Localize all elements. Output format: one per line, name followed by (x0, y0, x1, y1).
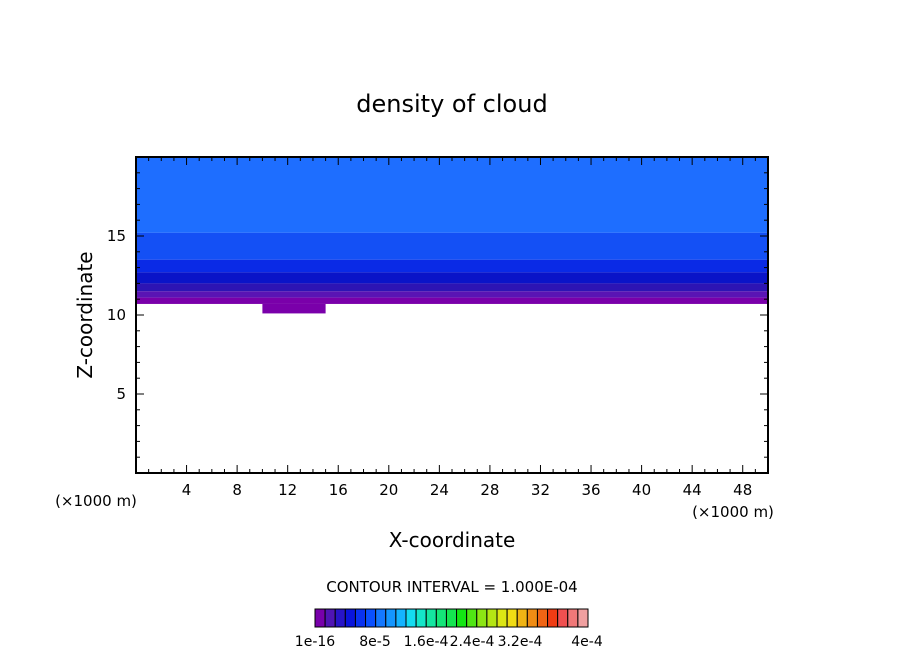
colorbar-swatch (496, 608, 508, 628)
contour-band-1 (136, 157, 768, 233)
x-tick-label: 32 (531, 481, 550, 499)
x-tick-label: 20 (379, 481, 398, 499)
x-tick-label: 28 (480, 481, 499, 499)
x-unit-label-left: (×1000 m) (55, 492, 137, 510)
x-axis-ticks: 4 8 12 16 20 24 28 32 36 40 44 48 (148, 157, 756, 499)
colorbar-swatch (516, 608, 528, 628)
cloud-base-patch (262, 303, 326, 314)
contour-band-7 (136, 297, 768, 304)
x-tick-label: 4 (182, 481, 192, 499)
colorbar-swatch (526, 608, 538, 628)
colorbar-swatch (466, 608, 478, 628)
colorbar-swatch (506, 608, 518, 628)
colorbar-tick-label: 4e-4 (571, 634, 603, 650)
colorbar-tick-label: 1.6e-4 (404, 634, 449, 650)
contour-band-4 (136, 272, 768, 284)
y-tick-label: 5 (116, 385, 126, 403)
colorbar-swatch (567, 608, 579, 628)
colorbar-swatch (365, 608, 377, 628)
colorbar-tick-label: 8e-5 (359, 634, 390, 650)
contour-band-3 (136, 259, 768, 273)
chart-title: density of cloud (356, 90, 547, 118)
colorbar (314, 608, 589, 628)
colorbar-swatch (577, 608, 589, 628)
x-tick-label: 8 (232, 481, 242, 499)
y-tick-label: 10 (107, 306, 126, 324)
x-tick-label: 36 (581, 481, 600, 499)
colorbar-tick-label: 2.4e-4 (450, 634, 495, 650)
colorbar-swatch (314, 608, 326, 628)
contour-band-5 (136, 283, 768, 292)
colorbar-swatch (425, 608, 437, 628)
colorbar-swatch (405, 608, 417, 628)
colorbar-swatch (536, 608, 549, 628)
x-axis-label: X-coordinate (389, 528, 516, 552)
colorbar-swatch (324, 608, 336, 628)
colorbar-swatch (476, 608, 488, 628)
colorbar-swatch (486, 608, 498, 628)
colorbar-swatch (415, 608, 427, 628)
colorbar-tick-label: 1e-16 (295, 634, 335, 650)
colorbar-swatch (385, 608, 397, 628)
colorbar-swatch (334, 608, 346, 628)
colorbar-swatch (344, 608, 356, 628)
colorbar-swatch (395, 608, 407, 628)
colorbar-tick-label: 3.2e-4 (498, 634, 543, 650)
y-tick-label: 15 (107, 227, 126, 245)
colorbar-swatch (547, 608, 559, 628)
colorbar-swatch (435, 608, 447, 628)
y-axis-ticks: 5 10 15 (107, 172, 768, 458)
x-tick-label: 12 (278, 481, 297, 499)
x-tick-label: 48 (733, 481, 752, 499)
x-tick-label: 44 (683, 481, 702, 499)
colorbar-swatch (557, 608, 569, 628)
colorbar-tick-labels: 1e-16 8e-5 1.6e-4 2.4e-4 3.2e-4 4e-4 (295, 634, 603, 650)
colorbar-swatch (456, 608, 468, 628)
contour-field (136, 157, 768, 314)
y-axis-label: Z-coordinate (73, 251, 97, 378)
x-tick-label: 40 (632, 481, 651, 499)
contour-band-6 (136, 291, 768, 298)
colorbar-swatch (354, 608, 367, 628)
contour-band-2 (136, 232, 768, 260)
x-tick-label: 16 (329, 481, 348, 499)
colorbar-swatch (445, 608, 458, 628)
colorbar-swatch (375, 608, 387, 628)
contour-interval-label: CONTOUR INTERVAL = 1.000E-04 (326, 578, 577, 596)
x-unit-label-right: (×1000 m) (692, 503, 774, 521)
x-tick-label: 24 (430, 481, 449, 499)
